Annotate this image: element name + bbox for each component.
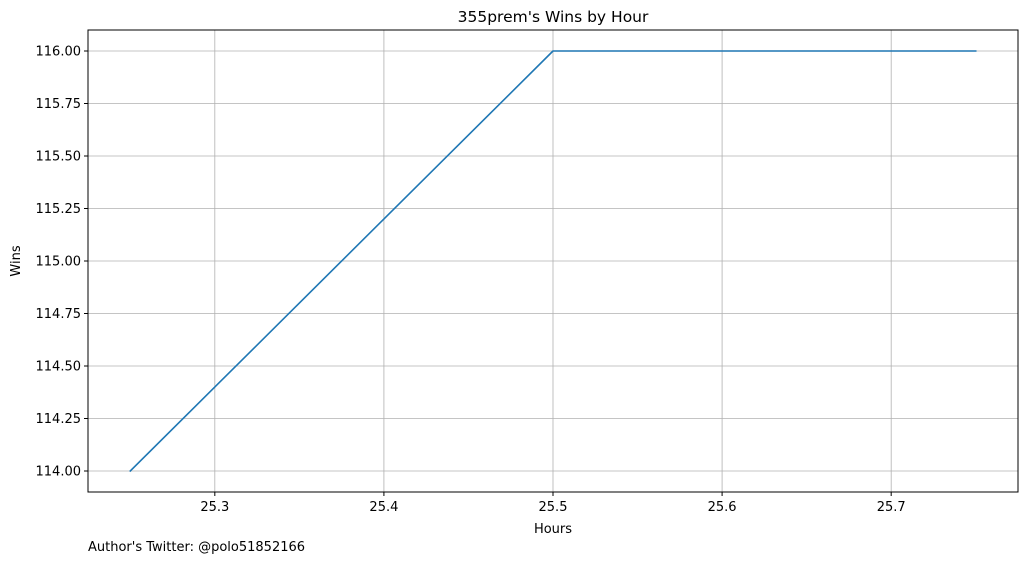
author-twitter-note: Author's Twitter: @polo51852166 — [88, 540, 305, 555]
y-tick-label: 114.75 — [36, 307, 82, 322]
series-layer — [129, 50, 977, 473]
x-tick-label: 25.4 — [369, 500, 398, 515]
grid-lines — [88, 30, 1018, 492]
y-tick-label: 115.50 — [36, 150, 82, 165]
y-tick-label: 115.75 — [36, 97, 82, 112]
x-tick-label: 25.6 — [708, 500, 737, 515]
x-axis-title: Hours — [534, 522, 572, 537]
y-tick-label: 115.00 — [36, 255, 82, 270]
x-axis-ticks: 25.3 25.4 25.5 25.6 25.7 — [200, 492, 906, 515]
y-tick-label: 114.00 — [36, 465, 82, 480]
chart-title: 355prem's Wins by Hour — [458, 8, 649, 26]
y-tick-label: 114.50 — [36, 360, 82, 375]
y-tick-label: 114.25 — [36, 412, 82, 427]
y-tick-label: 116.00 — [36, 45, 82, 60]
y-tick-label: 115.25 — [36, 202, 82, 217]
y-axis-ticks: 114.00 114.25 114.50 114.75 115.00 115.25 115.… — [36, 45, 88, 480]
y-axis-title: Wins — [9, 245, 24, 276]
x-tick-label: 25.7 — [877, 500, 906, 515]
x-tick-label: 25.3 — [200, 500, 229, 515]
x-tick-label: 25.5 — [539, 500, 568, 515]
series-line — [129, 50, 977, 473]
